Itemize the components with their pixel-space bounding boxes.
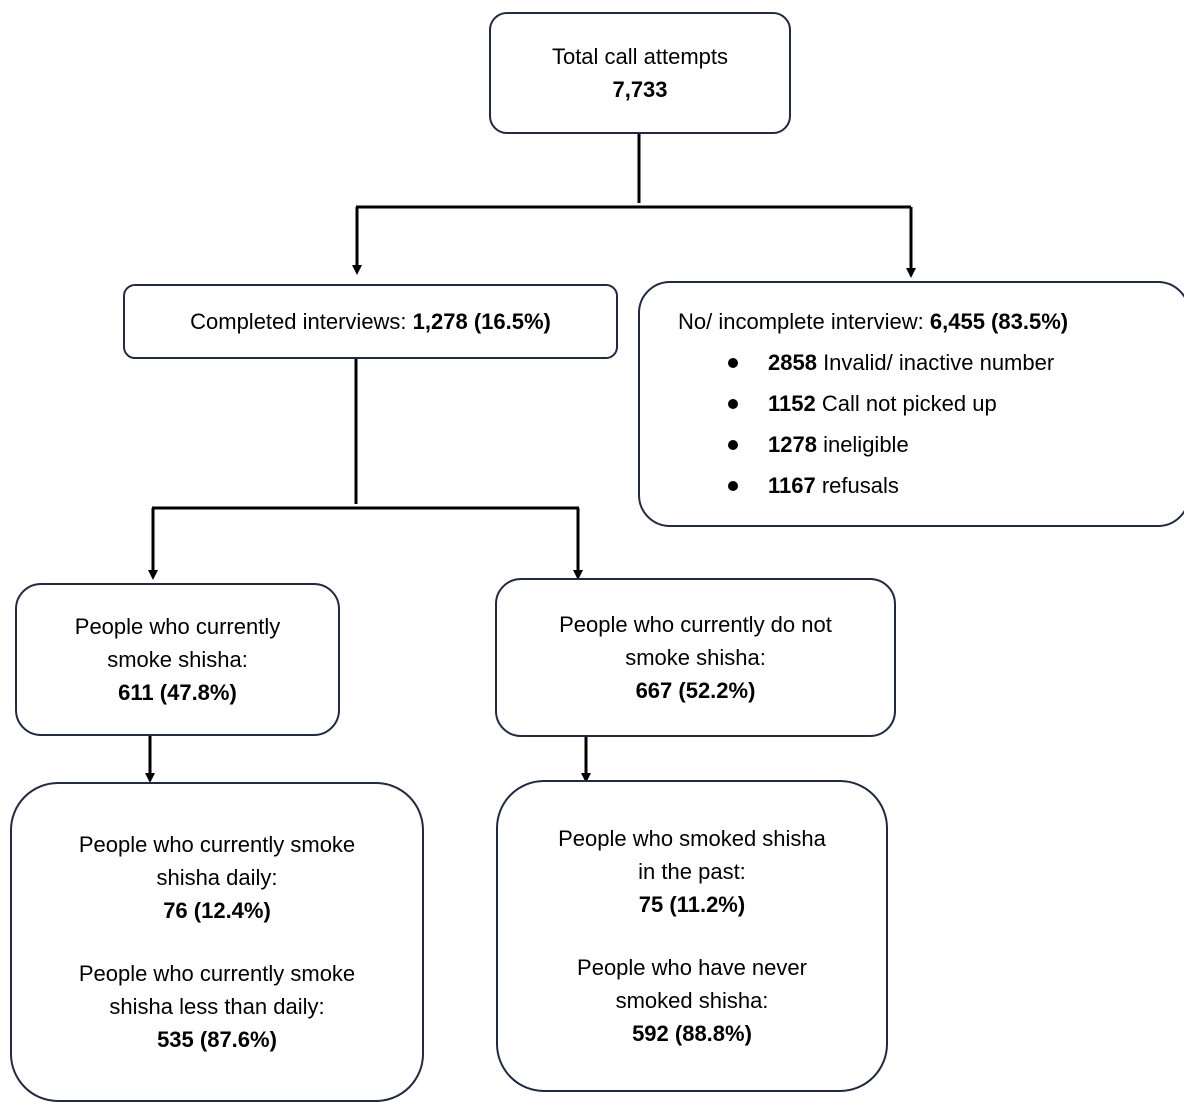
current-nonsmokers-line1: People who currently do not [559, 612, 832, 637]
incomplete-reasons-list: 2858 Invalid/ inactive number 1152 Call … [640, 342, 1184, 506]
reason-count: 2858 [768, 350, 817, 375]
never-smokers-line1: People who have never [577, 955, 807, 980]
current-nonsmokers-value: 667 (52.2%) [635, 678, 756, 703]
reason-text: Invalid/ inactive number [816, 350, 1055, 375]
incomplete-interviews-line: No/ incomplete interview: 6,455 (83.5%) [640, 305, 1184, 338]
never-smokers-value: 592 (88.8%) [632, 1021, 752, 1046]
reason-count: 1167 [768, 473, 816, 498]
reason-count: 1152 [768, 391, 816, 416]
smoker-frequency-box: People who currently smoke shisha daily:… [10, 782, 424, 1102]
list-item: 2858 Invalid/ inactive number [640, 342, 1184, 383]
daily-smokers-value: 76 (12.4%) [163, 898, 271, 923]
total-attempts-box: Total call attempts 7,733 [489, 12, 791, 134]
list-item: 1278 ineligible [640, 424, 1184, 465]
daily-smokers-line2: shisha daily: [156, 865, 278, 890]
bullet-icon [728, 439, 738, 450]
nonsmoker-history-box: People who smoked shisha in the past: 75… [496, 780, 888, 1092]
incomplete-interviews-value: 6,455 (83.5%) [929, 309, 1069, 334]
current-nonsmokers-box: People who currently do not smoke shisha… [495, 578, 896, 737]
past-smokers-value: 75 (11.2%) [638, 892, 746, 917]
reason-count: 1278 [768, 432, 817, 457]
current-smokers-line1: People who currently [74, 614, 281, 639]
daily-smokers-line1: People who currently smoke [78, 832, 356, 857]
current-smokers-line2: smoke shisha: [107, 647, 248, 672]
completed-interviews-value: 1,278 (16.5%) [412, 309, 551, 334]
never-smokers-line2: smoked shisha: [615, 988, 769, 1013]
incomplete-interviews-box: No/ incomplete interview: 6,455 (83.5%) … [638, 281, 1184, 527]
less-than-daily-value: 535 (87.6%) [157, 1027, 277, 1052]
less-than-daily-line1: People who currently smoke [78, 961, 356, 986]
completed-interviews-line: Completed interviews: 1,278 (16.5%) [190, 305, 551, 338]
reason-text: Call not picked up [815, 391, 997, 416]
completed-interviews-box: Completed interviews: 1,278 (16.5%) [123, 284, 618, 359]
current-smokers-box: People who currently smoke shisha: 611 (… [15, 583, 340, 736]
bullet-icon [728, 480, 738, 491]
reason-text: refusals [815, 473, 899, 498]
bullet-icon [728, 398, 738, 409]
bullet-icon [728, 357, 738, 368]
past-smokers-line1: People who smoked shisha [558, 826, 826, 851]
incomplete-interviews-label: No/ incomplete interview: [678, 309, 930, 334]
less-than-daily-line2: shisha less than daily: [109, 994, 325, 1019]
total-attempts-value: 7,733 [612, 77, 668, 102]
list-item: 1167 refusals [640, 465, 1184, 506]
completed-interviews-label: Completed interviews: [190, 309, 413, 334]
past-smokers-line2: in the past: [638, 859, 746, 884]
reason-text: ineligible [816, 432, 909, 457]
current-nonsmokers-line2: smoke shisha: [625, 645, 766, 670]
total-attempts-label: Total call attempts [551, 44, 729, 69]
current-smokers-value: 611 (47.8%) [118, 680, 237, 705]
list-item: 1152 Call not picked up [640, 383, 1184, 424]
